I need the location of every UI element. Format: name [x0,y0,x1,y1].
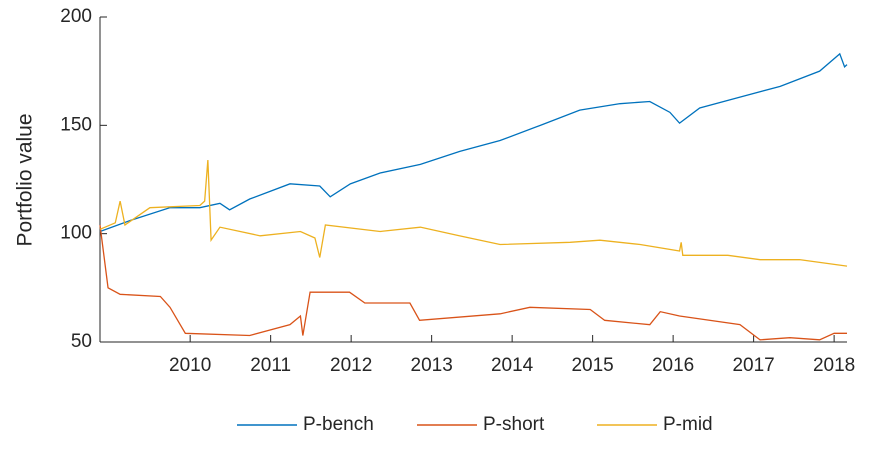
x-tick-label: 2013 [411,355,453,376]
x-tick-label: 2011 [250,355,291,376]
series-line [99,52,848,233]
x-tick-label: 2016 [652,355,694,376]
y-axis-label: Portfolio value [14,113,37,246]
y-tick-label: 100 [60,223,92,244]
y-tick-label: 50 [71,331,92,352]
series-line [99,159,848,267]
x-tick-label: 2010 [169,355,211,376]
series-line [99,224,847,341]
legend-label: P-mid [663,414,713,435]
legend-label: P-bench [303,414,374,435]
x-tick-label: 2015 [571,355,613,376]
x-tick-label: 2018 [813,355,855,376]
y-tick-label: 200 [60,6,92,27]
x-tick-label: 2014 [491,355,534,376]
x-tick-label: 2012 [330,355,372,376]
legend-label: P-short [483,414,545,435]
x-tick-label: 2017 [732,355,774,376]
y-tick-label: 150 [60,114,92,135]
